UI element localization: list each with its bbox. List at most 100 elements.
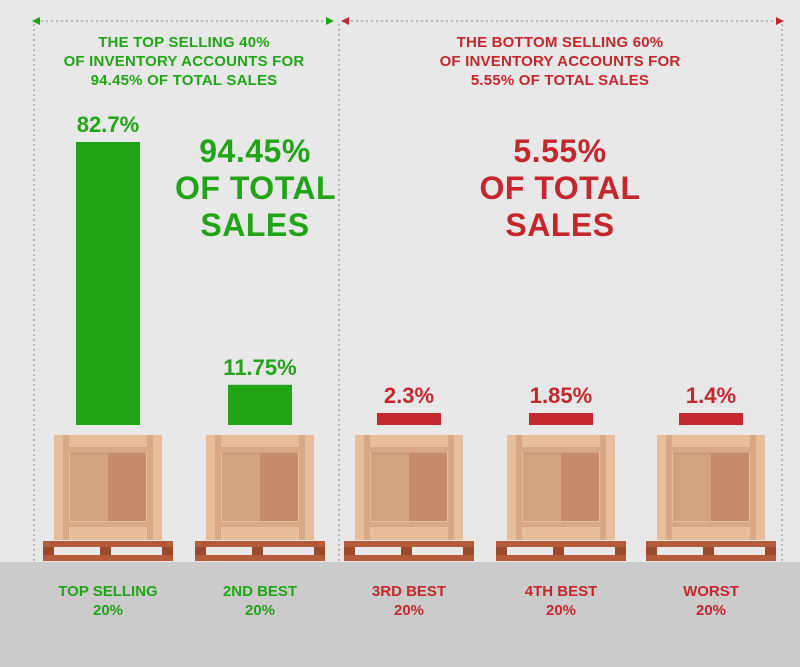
pallet-block	[162, 547, 173, 555]
right-arrow-left-icon	[341, 17, 349, 25]
bar	[76, 142, 140, 425]
crate-panel-right	[108, 453, 146, 521]
category-label-line: TOP SELLING	[58, 583, 158, 600]
category-label: WORST 20%	[641, 582, 781, 620]
value-label: 2.3%	[383, 383, 435, 408]
value-label: 1.85%	[529, 383, 593, 408]
left-callout: 94.45% OF TOTAL SALES	[175, 133, 337, 244]
crate-panel-right	[561, 453, 599, 521]
category-label-line: 20%	[244, 602, 276, 619]
crate-rail	[364, 447, 454, 452]
pallet-bottom	[344, 555, 474, 561]
crate-post	[448, 435, 454, 540]
crate-rail	[666, 522, 756, 527]
crate-panel-left	[222, 453, 260, 521]
category-label: 3RD BEST 20%	[339, 582, 479, 620]
value-label: 82.7%	[76, 112, 140, 137]
bracket-lines	[32, 17, 784, 562]
right-callout-line: SALES	[505, 207, 615, 243]
crate-post	[516, 435, 522, 540]
right-header-line: OF INVENTORY ACCOUNTS FOR	[439, 53, 681, 70]
left-callout-line: 94.45%	[199, 133, 311, 169]
category-label: TOP SELLING 20%	[38, 582, 178, 620]
crate	[195, 435, 325, 561]
crate-rail	[516, 447, 606, 452]
pallet-block	[463, 547, 474, 555]
crate	[646, 435, 776, 561]
category-label: 2ND BEST 20%	[190, 582, 330, 620]
bar	[228, 384, 292, 425]
crate	[43, 435, 173, 561]
crate	[344, 435, 474, 561]
bar	[679, 413, 743, 425]
crate-post	[750, 435, 756, 540]
crate-post	[63, 435, 69, 540]
crate-panel-right	[409, 453, 447, 521]
pallet-top	[646, 541, 776, 547]
bars	[76, 142, 743, 425]
crate-post	[666, 435, 672, 540]
crate-panel-right	[260, 453, 298, 521]
left-header-line: 94.45% OF TOTAL SALES	[90, 72, 278, 89]
pallet-block	[553, 547, 564, 555]
crate-rail	[215, 447, 305, 452]
category-label-line: 3RD BEST	[371, 583, 447, 600]
crates	[43, 435, 776, 561]
pallet-block	[195, 547, 206, 555]
value-label: 11.75%	[223, 354, 297, 380]
crate-panel-right	[711, 453, 749, 521]
crate-rail	[215, 522, 305, 527]
left-callout-line: OF TOTAL	[175, 170, 337, 206]
category-label: 4TH BEST 20%	[491, 582, 631, 620]
pallet-bottom	[43, 555, 173, 561]
crate-panel-left	[673, 453, 711, 521]
crate-post	[600, 435, 606, 540]
left-header-line: THE TOP SELLING 40%	[98, 34, 270, 51]
pallet-block	[314, 547, 325, 555]
left-callout-line: SALES	[200, 207, 310, 243]
crate-panel-left	[70, 453, 108, 521]
bar	[529, 413, 593, 425]
crate	[496, 435, 626, 561]
left-header: THE TOP SELLING 40% OF INVENTORY ACCOUNT…	[34, 33, 334, 90]
right-header-line: 5.55% OF TOTAL SALES	[470, 72, 650, 89]
left-header-line: OF INVENTORY ACCOUNTS FOR	[63, 53, 305, 70]
pallet-top	[344, 541, 474, 547]
category-label-line: 2ND BEST	[222, 583, 298, 600]
right-callout: 5.55% OF TOTAL SALES	[465, 133, 655, 244]
category-label-line: 20%	[695, 602, 727, 619]
category-label-line: 4TH BEST	[524, 583, 598, 600]
left-arrow-left-icon	[32, 17, 40, 25]
pallet-block	[496, 547, 507, 555]
right-header-line: THE BOTTOM SELLING 60%	[456, 34, 664, 51]
pallet-block	[703, 547, 714, 555]
category-label-line: WORST	[683, 583, 739, 600]
crate-rail	[63, 522, 153, 527]
right-callout-line: 5.55%	[513, 133, 607, 169]
crate-post	[147, 435, 153, 540]
pallet-block	[252, 547, 263, 555]
pallet-bottom	[195, 555, 325, 561]
pallet-bottom	[646, 555, 776, 561]
pallet-top	[195, 541, 325, 547]
right-arrow-right-icon	[776, 17, 784, 25]
category-label-line: 20%	[545, 602, 577, 619]
category-label-line: 20%	[92, 602, 124, 619]
bar	[377, 413, 441, 425]
value-label: 1.4%	[685, 383, 737, 408]
crate-post	[364, 435, 370, 540]
right-header: THE BOTTOM SELLING 60% OF INVENTORY ACCO…	[405, 33, 715, 90]
right-callout-line: OF TOTAL	[479, 170, 641, 206]
pallet-block	[765, 547, 776, 555]
pallet-block	[615, 547, 626, 555]
crate-post	[215, 435, 221, 540]
crate-panel-left	[523, 453, 561, 521]
pallet-top	[496, 541, 626, 547]
left-arrow-right-icon	[326, 17, 334, 25]
pallet-block	[100, 547, 111, 555]
pallet-block	[646, 547, 657, 555]
crate-rail	[516, 522, 606, 527]
pallet-block	[401, 547, 412, 555]
